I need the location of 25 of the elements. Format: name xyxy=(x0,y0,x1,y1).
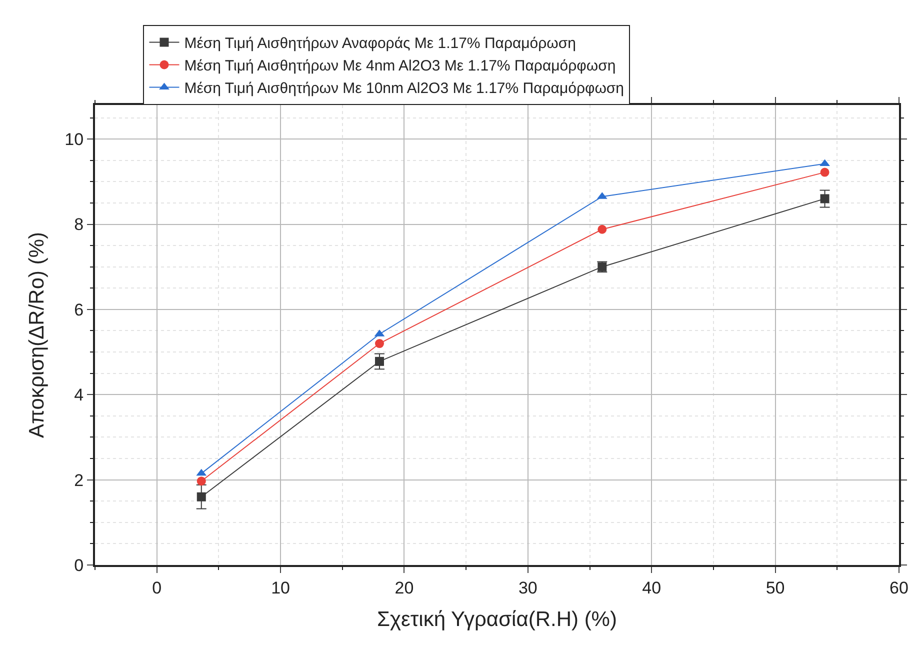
point xyxy=(374,339,384,348)
point xyxy=(196,476,206,486)
point xyxy=(196,492,206,502)
x-tick-label: 40 xyxy=(642,578,662,598)
x-tick-label: 50 xyxy=(766,578,785,598)
point xyxy=(820,194,830,204)
y-tick-label: 10 xyxy=(64,130,84,150)
point xyxy=(598,224,607,234)
x-tick-label: 10 xyxy=(271,578,290,598)
y-tick-label: 8 xyxy=(74,215,84,234)
x-tick-label: 60 xyxy=(890,578,908,598)
legend-label: Μέση Τιμή Αισθητήρων Με 10nm Al2O3 Με 1.17% Παραμόρφωση xyxy=(184,80,624,98)
x-tick-label: 0 xyxy=(152,578,162,598)
y-axis-title: Αποκριση(ΔR/Ro) (%) xyxy=(25,232,48,438)
y-tick-label: 6 xyxy=(74,300,84,320)
x-tick-label: 30 xyxy=(518,578,538,598)
point xyxy=(820,159,830,166)
point xyxy=(820,168,830,177)
x-tick-label: 20 xyxy=(394,578,414,598)
x-axis-title: Σχετική Υγρασία(R.H) (%) xyxy=(377,608,617,632)
y-tick-label: 4 xyxy=(74,386,84,405)
legend-label: Μέση Τιμή Αισθητήρων Με 4nm Al2O3 Με 1.17% Παραμόρφωση xyxy=(184,58,616,75)
y-tick-label: 2 xyxy=(74,470,84,490)
legend-label: Μέση Τιμή Αισθητήρων Αναφοράς Με 1.17% Παραμόρωση xyxy=(184,35,576,52)
y-tick-label: 0 xyxy=(74,556,84,575)
